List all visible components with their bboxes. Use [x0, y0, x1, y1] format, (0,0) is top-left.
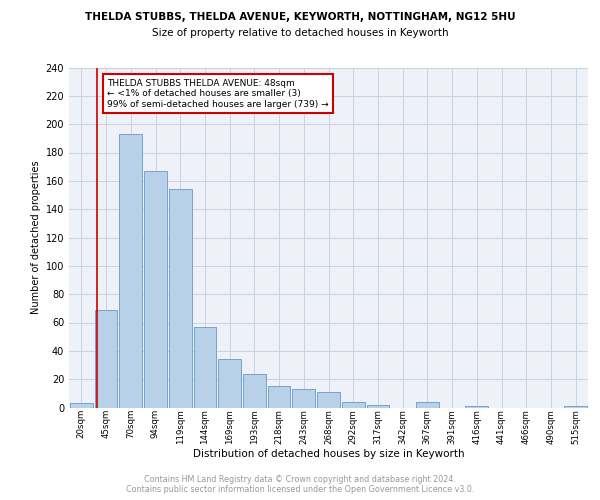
Y-axis label: Number of detached properties: Number of detached properties [31, 160, 41, 314]
Bar [70, 403, 93, 407]
Bar [95, 310, 118, 408]
Bar [416, 402, 439, 407]
Bar [144, 171, 167, 408]
Text: Contains HM Land Registry data © Crown copyright and database right 2024.
Contai: Contains HM Land Registry data © Crown c… [126, 474, 474, 494]
Bar [292, 389, 315, 407]
Text: THELDA STUBBS, THELDA AVENUE, KEYWORTH, NOTTINGHAM, NG12 5HU: THELDA STUBBS, THELDA AVENUE, KEYWORTH, … [85, 12, 515, 22]
Bar [194, 327, 216, 407]
Bar [243, 374, 266, 408]
Text: Size of property relative to detached houses in Keyworth: Size of property relative to detached ho… [152, 28, 448, 38]
Bar [218, 360, 241, 408]
Bar [317, 392, 340, 407]
X-axis label: Distribution of detached houses by size in Keyworth: Distribution of detached houses by size … [193, 450, 464, 460]
Text: THELDA STUBBS THELDA AVENUE: 48sqm
← <1% of detached houses are smaller (3)
99% : THELDA STUBBS THELDA AVENUE: 48sqm ← <1%… [107, 79, 329, 108]
Bar [564, 406, 587, 407]
Bar [119, 134, 142, 407]
Bar [466, 406, 488, 407]
Bar [342, 402, 365, 407]
Bar [268, 386, 290, 407]
Bar [367, 404, 389, 407]
Bar [169, 190, 191, 408]
